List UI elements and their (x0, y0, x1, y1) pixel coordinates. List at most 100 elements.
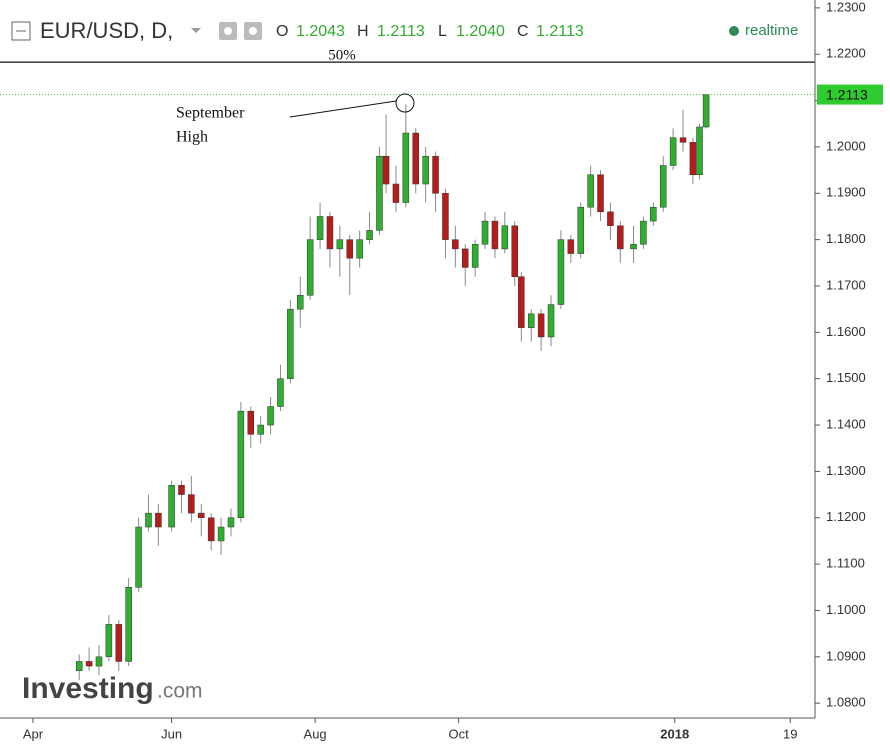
candle-body (145, 512, 152, 528)
candle-body (696, 126, 703, 175)
candle-body (356, 239, 363, 259)
candle-body (577, 206, 584, 254)
annotation-line-2: High (176, 129, 208, 146)
candle-body (135, 526, 142, 588)
candle-body (115, 624, 123, 662)
candle-body (257, 424, 264, 435)
candle-body (607, 211, 614, 226)
x-tick-label: Aug (304, 726, 327, 741)
y-tick-label: 1.1700 (826, 277, 866, 292)
last-price-box (817, 84, 883, 105)
annotation-pointer (289, 100, 397, 118)
candle-body (567, 239, 575, 254)
x-tick-label: 2018 (660, 726, 689, 741)
level-label: 50% (328, 48, 356, 64)
y-tick-label: 1.1300 (826, 463, 866, 478)
plot-area (0, 61, 815, 680)
candle-body (277, 378, 284, 407)
eye-pupil (224, 27, 232, 35)
candle-body (155, 512, 162, 528)
candle-body (306, 239, 314, 296)
logo-suffix: .com (157, 680, 203, 703)
candle-body (188, 494, 195, 514)
candle-body (432, 155, 439, 194)
y-tick-label: 1.1100 (826, 556, 865, 571)
y-tick-label: 1.2000 (826, 138, 866, 153)
open-label: O (276, 23, 288, 40)
candle-body (617, 225, 624, 250)
candle-body (237, 410, 245, 519)
candle-body (471, 244, 479, 268)
logo-main: Investing (22, 672, 154, 705)
candle-body (518, 276, 525, 328)
annotation-line-1: September (176, 105, 245, 122)
candle-body (326, 216, 334, 250)
y-tick-label: 1.0900 (826, 648, 866, 663)
y-tick-label: 1.1800 (826, 231, 866, 246)
y-tick-label: 1.1600 (826, 324, 866, 339)
candle-body (442, 193, 449, 240)
candle-body (491, 220, 499, 250)
candle-body (501, 225, 509, 250)
candle-body (297, 295, 304, 310)
candle-body (382, 155, 390, 185)
candle-body (650, 206, 657, 222)
candle-body (207, 517, 215, 542)
high-label: H (357, 23, 369, 40)
candle-body (587, 174, 594, 208)
candle-body (402, 132, 410, 203)
candle-body (85, 661, 93, 667)
open-value: 1.2043 (296, 23, 345, 40)
candle-body (689, 142, 697, 175)
y-tick-label: 1.2200 (826, 46, 866, 61)
x-tick-label: Jun (161, 726, 182, 741)
candle-body (527, 313, 535, 328)
last-price-label: 1.2113 (826, 86, 868, 102)
dropdown-arrow[interactable] (191, 28, 201, 33)
candle-body (702, 94, 710, 128)
close-label: C (517, 23, 529, 40)
x-tick-label: Apr (23, 726, 44, 741)
annotation-circle (395, 93, 415, 113)
high-value: 1.2113 (377, 23, 425, 40)
candle-body (412, 132, 419, 185)
x-tick-label: Oct (449, 726, 470, 741)
candle-body (392, 183, 400, 203)
candle-body (659, 165, 667, 208)
candle-body (679, 137, 687, 143)
candle-body (461, 248, 469, 268)
candle-body (630, 244, 637, 250)
low-label: L (438, 23, 447, 40)
candle-body (247, 410, 255, 435)
candle-body (198, 512, 205, 519)
candle-body (557, 239, 565, 305)
y-tick-label: 1.1000 (826, 602, 866, 617)
settings-hole (249, 27, 257, 35)
symbol: EUR/USD, D, (40, 18, 173, 43)
y-tick-label: 1.2300 (826, 0, 866, 14)
candle-body (336, 239, 344, 250)
candle-body (125, 587, 132, 662)
candle-body (346, 239, 354, 259)
y-tick-label: 1.0800 (826, 695, 866, 710)
candle-body (217, 526, 225, 542)
low-value: 1.2040 (456, 23, 505, 40)
candle-body (669, 137, 677, 166)
candle-body (178, 485, 185, 495)
candle-body (168, 485, 175, 528)
candle-body (227, 517, 235, 528)
y-tick-label: 1.1900 (826, 185, 866, 200)
status: realtime (745, 22, 798, 39)
y-tick-label: 1.1500 (826, 370, 866, 385)
y-tick-label: 1.1200 (826, 509, 866, 524)
candle-body (597, 174, 604, 213)
candle-body (287, 308, 294, 379)
candle-body (547, 304, 555, 338)
candle-body (640, 220, 647, 245)
status-dot (729, 26, 739, 36)
candle-body (481, 220, 489, 245)
y-tick-label: 1.1400 (826, 416, 866, 431)
candle-body (95, 656, 103, 667)
